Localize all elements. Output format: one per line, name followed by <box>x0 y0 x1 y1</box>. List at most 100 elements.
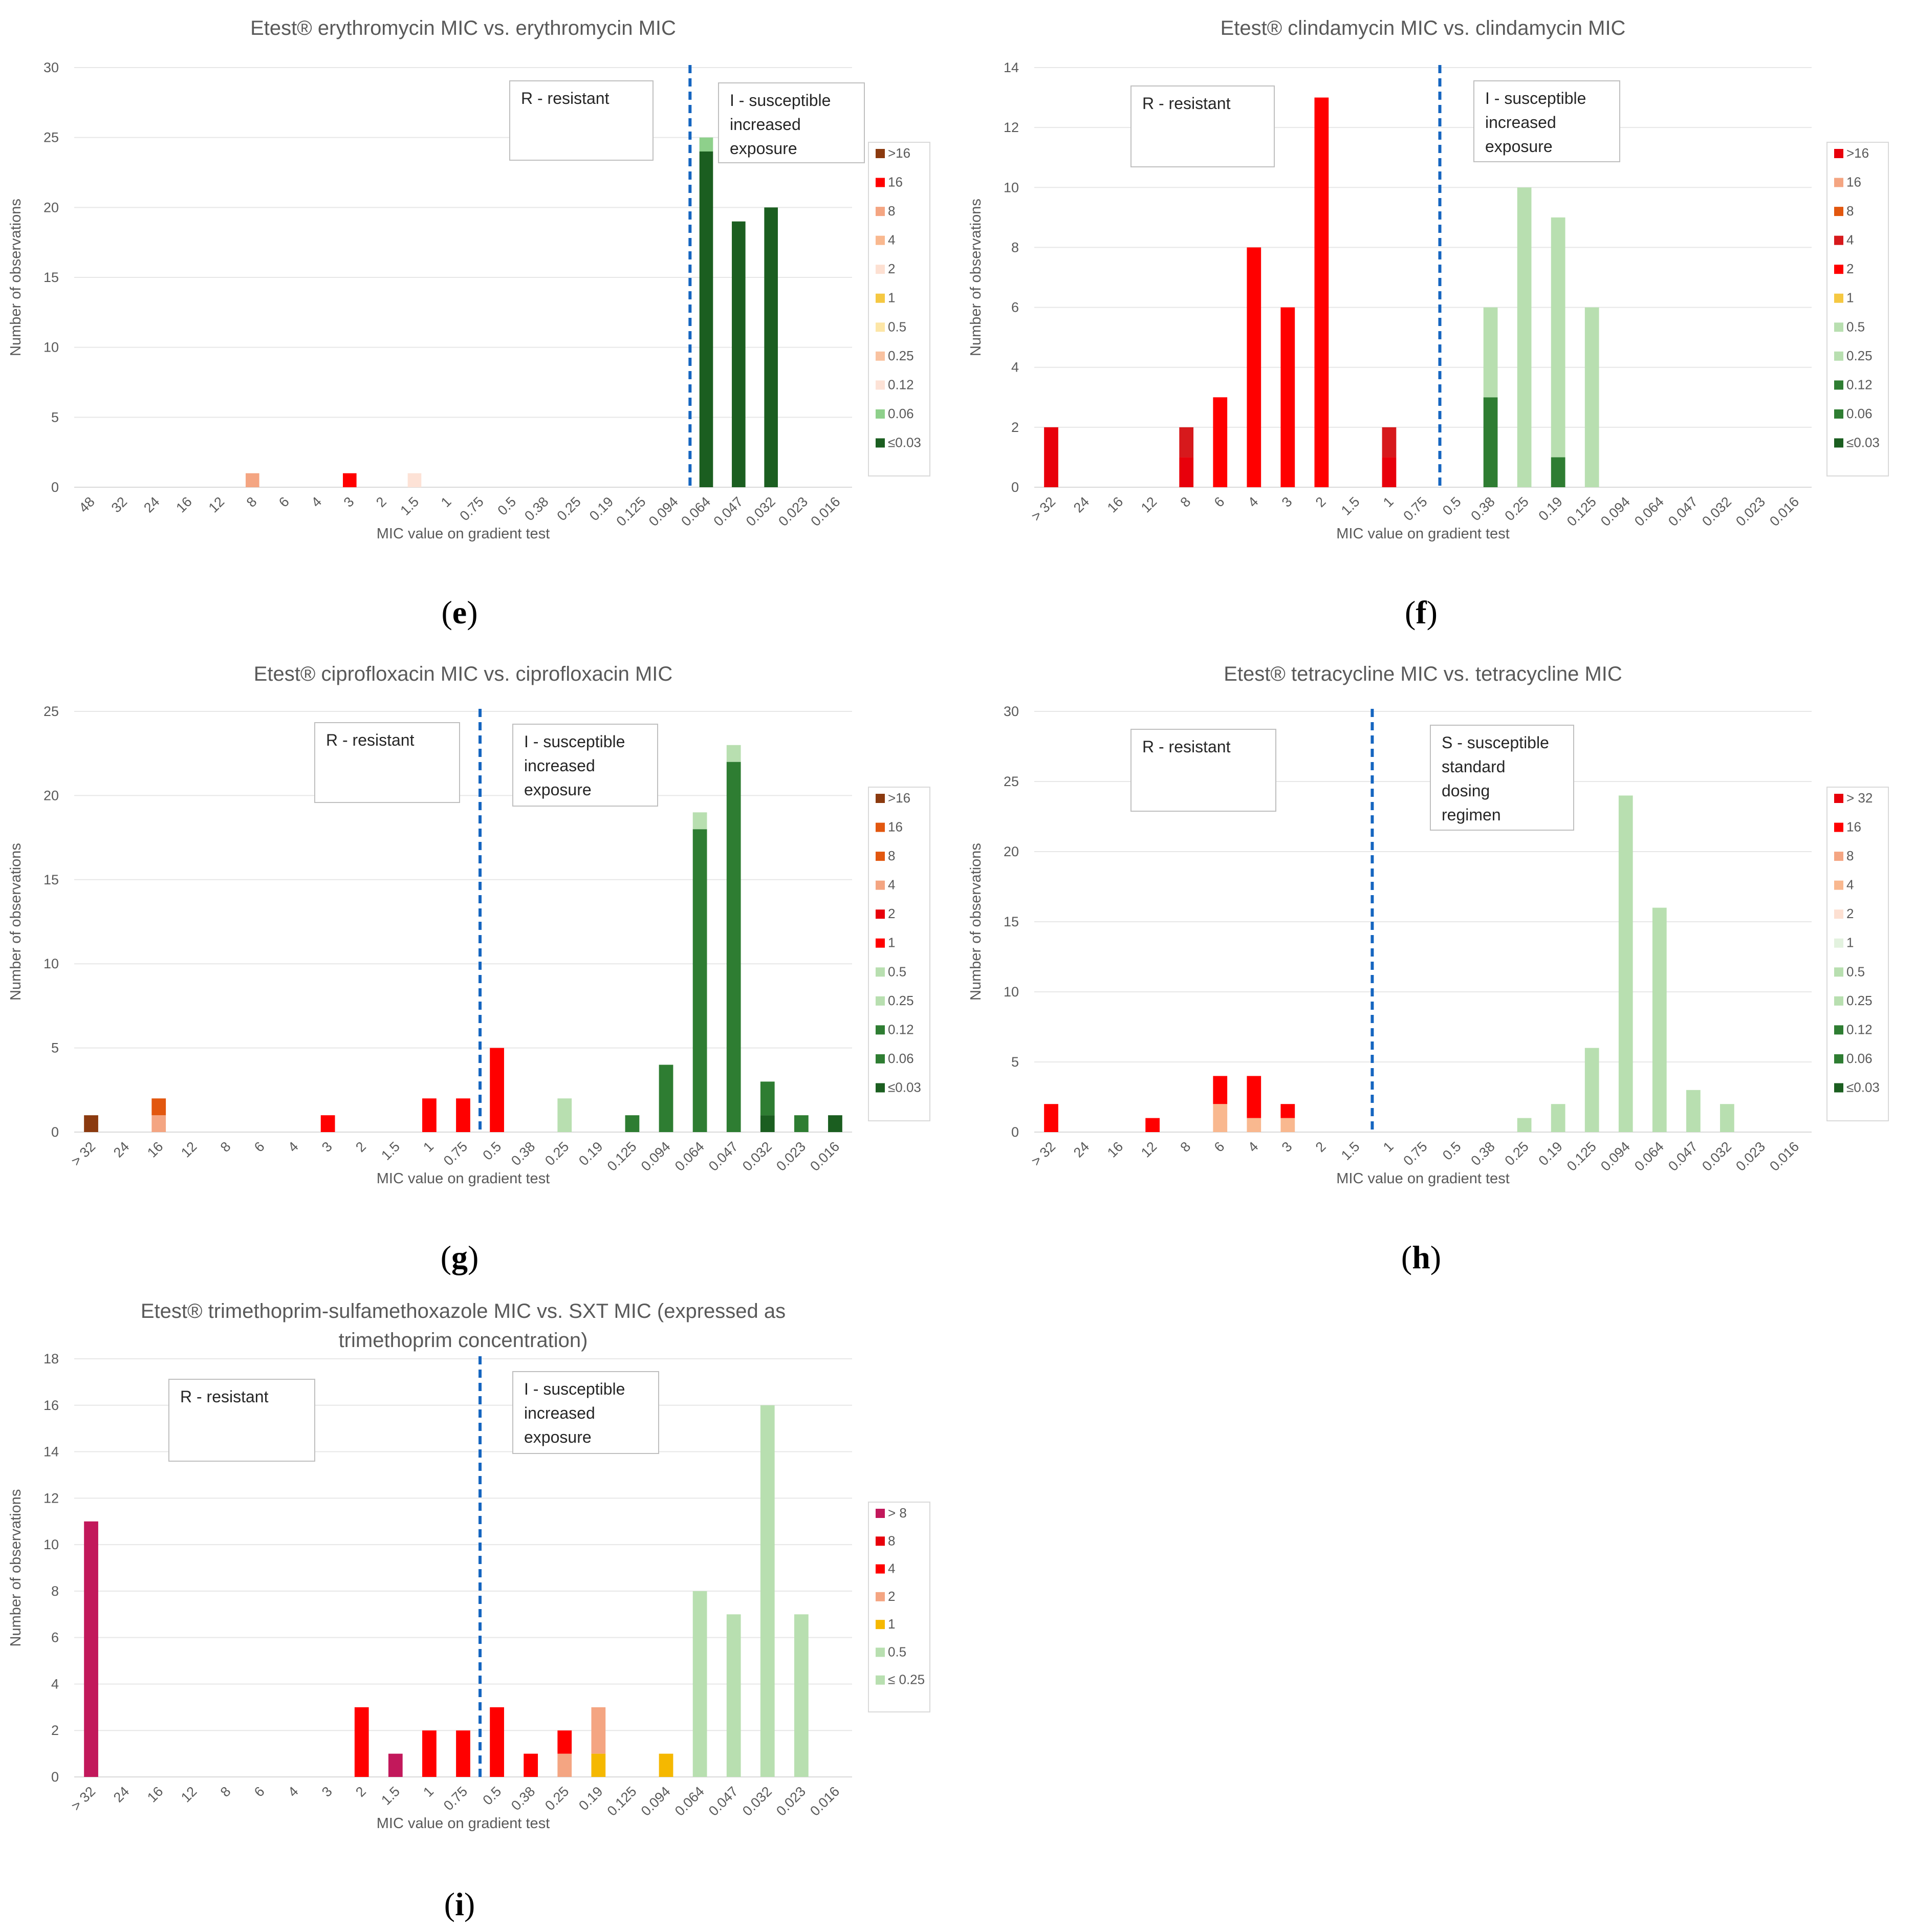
x-tick-label: 12 <box>1138 1139 1160 1160</box>
legend-swatch <box>876 1647 885 1657</box>
x-tick-label: 12 <box>206 494 227 515</box>
annotation-box <box>512 724 658 807</box>
y-tick-label: 5 <box>1011 1054 1019 1070</box>
x-tick-label: 0.75 <box>441 1784 470 1813</box>
legend-label: 2 <box>888 1589 895 1604</box>
bar-segment <box>591 1707 606 1754</box>
x-tick-label: > 32 <box>68 1139 98 1169</box>
legend-label: > 32 <box>1846 790 1873 806</box>
bar-segment <box>625 1115 640 1132</box>
x-tick-label: 0.032 <box>739 1784 775 1819</box>
x-tick-label: 1 <box>420 1784 437 1800</box>
x-tick-label: 2 <box>353 1139 369 1155</box>
y-tick-label: 2 <box>51 1723 59 1738</box>
annotation-text: I - susceptible <box>730 91 831 110</box>
x-tick-label: 16 <box>144 1784 166 1805</box>
legend-label: 4 <box>888 232 895 248</box>
annotation-text: S - susceptible <box>1442 733 1549 752</box>
x-tick-label: 24 <box>141 494 162 515</box>
legend-label: ≤0.03 <box>1846 1079 1880 1095</box>
bar-segment <box>1247 1118 1261 1132</box>
y-tick-label: 0 <box>51 480 59 495</box>
legend-swatch <box>876 1536 885 1546</box>
x-tick-label: 0.047 <box>711 494 746 529</box>
x-tick-label: 2 <box>1313 494 1329 510</box>
x-tick-label: 0.016 <box>808 494 843 529</box>
legend-swatch <box>1834 438 1843 448</box>
legend-swatch <box>1834 967 1843 977</box>
x-tick-label: 0.016 <box>807 1784 842 1819</box>
legend-swatch <box>876 852 885 861</box>
y-tick-label: 20 <box>1004 844 1019 859</box>
legend-swatch <box>876 1025 885 1035</box>
bar-segment <box>1179 427 1194 458</box>
legend-swatch <box>1834 178 1843 187</box>
panel-label: (e) <box>441 594 477 631</box>
legend-label: 0.12 <box>888 1022 914 1037</box>
x-tick-label: 0.5 <box>480 1139 505 1163</box>
annotation-text: dosing <box>1442 782 1490 800</box>
legend-swatch <box>876 380 885 390</box>
y-tick-label: 5 <box>51 1040 59 1056</box>
bar-segment <box>1720 1104 1734 1132</box>
legend-label: >16 <box>888 145 910 161</box>
legend-swatch <box>876 265 885 274</box>
legend-label: 0.12 <box>1846 1022 1873 1037</box>
x-tick-label: 0.19 <box>576 1139 605 1168</box>
y-tick-label: 16 <box>43 1398 59 1413</box>
x-tick-label: 2 <box>1313 1139 1329 1155</box>
x-tick-label: 0.023 <box>775 494 811 529</box>
x-tick-label: 0.016 <box>1767 494 1802 529</box>
y-tick-label: 10 <box>43 956 59 971</box>
legend-swatch <box>876 1509 885 1518</box>
x-tick-label: 0.047 <box>706 1139 741 1174</box>
x-tick-label: 3 <box>319 1784 335 1800</box>
x-tick-label: > 32 <box>1028 494 1058 524</box>
x-axis-label: MIC value on gradient test <box>1336 1170 1510 1187</box>
x-tick-label: 3 <box>1279 494 1295 510</box>
x-tick-label: 12 <box>178 1784 200 1805</box>
x-tick-label: 0.032 <box>743 494 778 529</box>
bar-segment <box>557 1098 572 1132</box>
legend-swatch <box>876 996 885 1006</box>
y-tick-label: 8 <box>1011 240 1019 255</box>
legend-label: 0.06 <box>888 406 914 421</box>
annotation-text: I - susceptible <box>1485 89 1586 107</box>
bar-segment <box>1280 307 1295 487</box>
x-tick-label: 0.023 <box>773 1784 809 1819</box>
x-tick-label: 0.047 <box>1665 494 1701 529</box>
legend-label: 2 <box>1846 906 1854 921</box>
y-tick-label: 0 <box>1011 1124 1019 1140</box>
legend-label: 16 <box>1846 819 1861 835</box>
annotation-text: increased <box>1485 113 1556 132</box>
x-tick-label: 8 <box>217 1784 234 1800</box>
legend-label: 0.25 <box>888 348 914 363</box>
legend-label: 1 <box>1846 290 1854 306</box>
y-tick-label: 25 <box>43 704 59 719</box>
legend-label: 2 <box>888 261 895 276</box>
annotation-text: R - resistant <box>1142 94 1231 113</box>
y-tick-label: 15 <box>43 872 59 887</box>
legend-label: 4 <box>888 877 895 893</box>
bar-segment <box>151 1098 166 1116</box>
x-tick-label: 0.75 <box>441 1139 470 1168</box>
legend-swatch <box>876 293 885 303</box>
x-tick-label: 0.064 <box>678 494 713 529</box>
x-tick-label: 0.75 <box>1400 1139 1430 1168</box>
bar-segment <box>246 473 259 487</box>
bar-segment <box>760 1081 775 1116</box>
x-tick-label: 1 <box>1380 494 1397 510</box>
x-tick-label: 0.19 <box>576 1784 605 1813</box>
chart-i: Etest® trimethoprim-sulfamethoxazole MIC… <box>8 1300 930 1922</box>
x-tick-label: 8 <box>1178 494 1194 510</box>
legend-swatch <box>1834 880 1843 890</box>
x-tick-label: 16 <box>173 494 194 515</box>
x-tick-label: 0.032 <box>739 1139 775 1174</box>
legend-label: 16 <box>1846 175 1861 190</box>
legend-label: 0.5 <box>888 319 906 334</box>
y-tick-label: 4 <box>51 1676 59 1691</box>
y-tick-label: 15 <box>1004 914 1019 929</box>
bar-segment <box>726 745 741 762</box>
y-tick-label: 15 <box>43 270 59 285</box>
legend-label: >16 <box>888 790 910 806</box>
